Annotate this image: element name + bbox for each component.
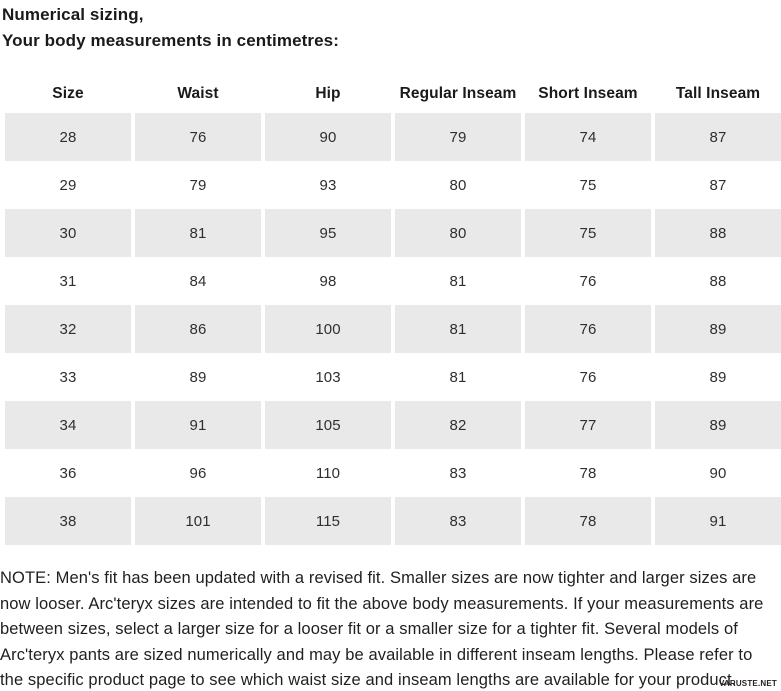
table-cell: 82 bbox=[395, 401, 521, 449]
table-cell: 90 bbox=[265, 113, 391, 161]
table-cell: 96 bbox=[189, 464, 207, 482]
table-cell: 83 bbox=[395, 497, 521, 545]
table-cell: 80 bbox=[395, 209, 521, 257]
table-cell: 34 bbox=[5, 401, 131, 449]
table-cell: 88 bbox=[709, 272, 727, 290]
page-title-line-1: Numerical sizing, bbox=[2, 5, 144, 24]
table-cell: 89 bbox=[189, 368, 207, 386]
table-row: 30 81 95 80 75 88 bbox=[5, 209, 781, 257]
table-row: 33 89 103 81 76 89 bbox=[5, 353, 781, 401]
table-cell: 81 bbox=[449, 368, 467, 386]
table-cell: 81 bbox=[135, 209, 261, 257]
table-body: 28 76 90 79 74 87 29 79 93 80 75 87 30 81 95 80 75 88 31 84… bbox=[5, 113, 781, 545]
table-cell: 75 bbox=[525, 209, 651, 257]
table-cell: 77 bbox=[525, 401, 651, 449]
table-cell: 103 bbox=[315, 368, 341, 386]
table-cell: 76 bbox=[579, 368, 597, 386]
table-cell: 75 bbox=[579, 176, 597, 194]
table-row: 29 79 93 80 75 87 bbox=[5, 161, 781, 209]
table-cell: 88 bbox=[655, 209, 781, 257]
table-row: 32 86 100 81 76 89 bbox=[5, 305, 781, 353]
table-cell: 95 bbox=[265, 209, 391, 257]
table-cell: 80 bbox=[449, 176, 467, 194]
table-cell: 79 bbox=[395, 113, 521, 161]
table-cell: 32 bbox=[5, 305, 131, 353]
watermark: VARUSTE.NET bbox=[718, 679, 777, 688]
table-cell: 90 bbox=[709, 464, 727, 482]
table-cell: 81 bbox=[395, 305, 521, 353]
column-header: Short Inseam bbox=[538, 85, 638, 102]
table-cell: 31 bbox=[59, 272, 77, 290]
column-header: Waist bbox=[177, 85, 219, 102]
table-cell: 93 bbox=[319, 176, 337, 194]
table-cell: 84 bbox=[189, 272, 207, 290]
table-cell: 28 bbox=[5, 113, 131, 161]
column-header: Tall Inseam bbox=[675, 85, 761, 102]
table-cell: 76 bbox=[135, 113, 261, 161]
table-cell: 76 bbox=[579, 272, 597, 290]
column-header: Regular Inseam bbox=[399, 85, 517, 102]
table-cell: 87 bbox=[709, 176, 727, 194]
column-header: Size bbox=[52, 85, 84, 102]
page-title-line-2: Your body measurements in centimetres: bbox=[2, 31, 339, 50]
table-cell: 33 bbox=[59, 368, 77, 386]
table-cell: 36 bbox=[59, 464, 77, 482]
note-text: NOTE: Men's fit has been updated with a … bbox=[0, 569, 764, 689]
table-row: 38 101 115 83 78 91 bbox=[5, 497, 781, 545]
table-row: 36 96 110 83 78 90 bbox=[5, 449, 781, 497]
size-table: Size Waist Hip Regular Inseam Short Inseam Ta… bbox=[0, 75, 781, 545]
table-row: 31 84 98 81 76 88 bbox=[5, 257, 781, 305]
table-cell: 30 bbox=[5, 209, 131, 257]
table-cell: 98 bbox=[319, 272, 337, 290]
table-cell: 91 bbox=[655, 497, 781, 545]
table-cell: 83 bbox=[449, 464, 467, 482]
page-title: Numerical sizing, Your body measurements… bbox=[0, 0, 781, 54]
table-cell: 79 bbox=[189, 176, 207, 194]
table-cell: 38 bbox=[5, 497, 131, 545]
table-cell: 100 bbox=[265, 305, 391, 353]
table-cell: 110 bbox=[315, 464, 341, 482]
table-cell: 81 bbox=[449, 272, 467, 290]
table-cell: 76 bbox=[525, 305, 651, 353]
table-cell: 78 bbox=[525, 497, 651, 545]
table-cell: 89 bbox=[709, 368, 727, 386]
table-cell: 115 bbox=[265, 497, 391, 545]
table-cell: 78 bbox=[579, 464, 597, 482]
table-cell: 89 bbox=[655, 401, 781, 449]
table-cell: 74 bbox=[525, 113, 651, 161]
table-cell: 101 bbox=[135, 497, 261, 545]
table-cell: 105 bbox=[265, 401, 391, 449]
table-row: 34 91 105 82 77 89 bbox=[5, 401, 781, 449]
table-cell: 91 bbox=[135, 401, 261, 449]
table-header-row: Size Waist Hip Regular Inseam Short Inseam Ta… bbox=[5, 75, 781, 113]
table-cell: 89 bbox=[655, 305, 781, 353]
table-cell: 86 bbox=[135, 305, 261, 353]
column-header: Hip bbox=[315, 85, 341, 102]
table-cell: 87 bbox=[655, 113, 781, 161]
table-cell: 29 bbox=[59, 176, 77, 194]
table-row: 28 76 90 79 74 87 bbox=[5, 113, 781, 161]
